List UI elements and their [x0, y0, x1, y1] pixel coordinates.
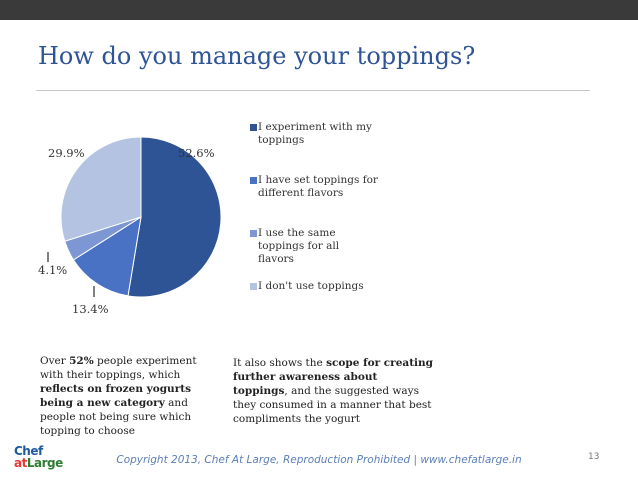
legend-label: I have set toppings for different flavor…: [258, 174, 378, 199]
pie-slice: [127, 136, 222, 298]
pie-data-label: 29.9%: [48, 146, 85, 160]
note-text-run: and people not being sure which topping …: [40, 397, 192, 437]
logo-text-large: Large: [26, 456, 63, 470]
legend-label: I experiment with my toppings: [258, 121, 372, 146]
note-text-run: , and the suggested ways they consumed i…: [233, 385, 432, 425]
logo-text-bottom: atLarge: [14, 456, 63, 470]
pie-data-label: 13.4%: [72, 302, 109, 316]
insight-note-left: Over 52% people experiment with their to…: [40, 354, 208, 438]
legend-swatch: [250, 283, 257, 290]
logo-text-at: at: [14, 456, 27, 470]
note-text-run: 52%: [69, 355, 94, 367]
legend-swatch: [250, 124, 257, 131]
top-bar: [0, 0, 638, 20]
legend-swatch: [250, 177, 257, 184]
note-text-run: reflects on frozen yogurts being a new c…: [40, 383, 191, 409]
note-text-run: people experiment with their toppings, w…: [40, 355, 197, 381]
legend-label: I use the same toppings for all flavors: [258, 227, 340, 265]
pie-data-label: 4.1%: [38, 263, 67, 277]
note-text-run: It also shows the: [233, 357, 327, 369]
note-text-run: Over: [40, 355, 70, 367]
slide-title: How do you manage your toppings?: [38, 42, 476, 70]
legend-swatch: [250, 230, 257, 237]
pie-slice: [72, 215, 142, 297]
copyright-footer: Copyright 2013, Chef At Large, Reproduct…: [0, 454, 638, 466]
note-text-run: scope for creating further awareness abo…: [233, 357, 434, 397]
chef-at-large-logo: Chef atLarge: [14, 444, 74, 470]
pie-slice: [60, 136, 142, 242]
insight-note-right: It also shows the scope for creating fur…: [233, 356, 433, 426]
legend-label: I don't use toppings: [258, 280, 364, 292]
page-number: 13: [588, 452, 600, 462]
footer-text: Copyright 2013, Chef At Large, Reproduct…: [116, 454, 522, 466]
title-divider: [36, 90, 590, 91]
pie-data-label: 52.6%: [178, 146, 215, 160]
logo-text-top: Chef: [14, 444, 43, 458]
